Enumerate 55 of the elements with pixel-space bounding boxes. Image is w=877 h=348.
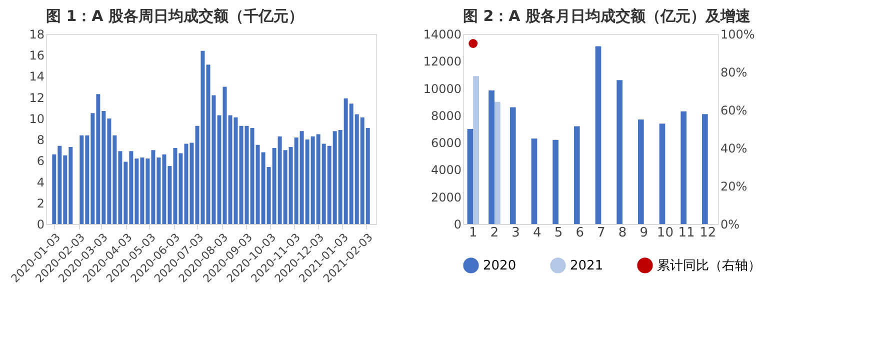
y-tick-label: 12 [29, 90, 44, 105]
x-tick-label: 9 [640, 226, 648, 240]
y2-tick-label: 100% [720, 28, 755, 42]
x-tick-label: 7 [597, 226, 606, 240]
y-tick-label: 4000 [430, 163, 462, 178]
y2-tick-label: 40% [720, 142, 748, 156]
bar [595, 46, 602, 224]
y-tick-label: 6000 [430, 136, 462, 150]
bar [494, 102, 500, 224]
bar [680, 111, 687, 224]
x-tick-label: 5 [554, 226, 563, 240]
legend-label: 累计同比（右轴） [657, 258, 761, 274]
bar [473, 76, 480, 224]
y-tick-label: 8 [36, 133, 44, 148]
bar [531, 138, 538, 224]
y-tick-label: 8000 [430, 108, 462, 123]
y-tick-label: 10 [29, 112, 44, 126]
y-tick-label: 0 [36, 218, 44, 232]
y-tick-label: 0 [454, 218, 462, 232]
x-tick-label: 1 [468, 226, 478, 240]
y2-tick-label: 20% [720, 180, 748, 194]
y-tick-label: 16 [29, 48, 44, 63]
x-tick-label: 2 [490, 226, 499, 240]
legend-label: 2021 [570, 258, 604, 274]
y-tick-label: 18 [29, 28, 44, 42]
x-tick-label: 8 [618, 226, 627, 240]
y-tick-label: 10000 [423, 82, 462, 96]
bar [659, 124, 666, 224]
y2-tick-label: 60% [720, 104, 748, 118]
x-tick-label: 3 [512, 226, 520, 240]
bar [552, 140, 558, 224]
x-tick-label: 10 [656, 226, 674, 240]
y-tick-label: 4 [36, 175, 44, 190]
y-tick-label: 6 [36, 154, 44, 168]
chart-title: 图 2：A 股各月日均成交额（亿元）及增速 [463, 7, 752, 25]
y-tick-label: 12000 [423, 54, 462, 69]
x-tick-label: 4 [533, 226, 542, 240]
x-tick-label: 6 [576, 226, 584, 240]
y-tick-label: 14 [29, 70, 44, 84]
y2-tick-label: 80% [720, 66, 748, 80]
bar [616, 80, 623, 224]
legend-label: 2020 [483, 258, 516, 274]
bar [488, 90, 494, 224]
bar [467, 129, 474, 224]
chart-title: 图 1：A 股各周日均成交额（千亿元） [46, 7, 304, 25]
bar [638, 120, 644, 224]
x-tick-label: 11 [678, 226, 695, 240]
y-tick-label: 2 [36, 196, 44, 210]
x-tick-label: 12 [700, 226, 716, 240]
y-tick-label: 14000 [423, 28, 462, 42]
y-tick-label: 2000 [430, 190, 462, 204]
bar [702, 114, 708, 224]
bar [574, 126, 580, 224]
y2-tick-label: 0% [720, 218, 740, 232]
bar [510, 107, 516, 224]
